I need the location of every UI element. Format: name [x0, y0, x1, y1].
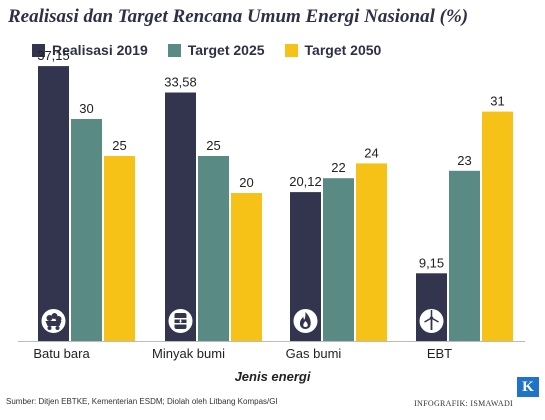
data-label: 9,15	[419, 255, 444, 270]
legend-item-target-2050: Target 2050	[284, 42, 382, 58]
legend-swatch	[32, 43, 45, 57]
category-label: Minyak bumi	[152, 346, 225, 361]
kompas-logo: K	[517, 377, 539, 397]
x-axis-label: Jenis energi	[234, 369, 311, 384]
bar-ebt-series-1	[449, 170, 480, 341]
legend-item-realisasi-2019: Realisasi 2019	[32, 42, 148, 58]
legend-swatch	[284, 43, 298, 57]
gas-flame-icon	[299, 312, 311, 329]
data-label: 23	[457, 153, 471, 168]
data-label: 20,12	[289, 174, 322, 189]
bar-batu-bara-series-1	[71, 119, 102, 341]
category-label: EBT	[427, 346, 452, 361]
data-label: 24	[364, 145, 378, 160]
bar-minyak-bumi-series-1	[198, 156, 229, 341]
legend-label: Realisasi 2019	[52, 42, 148, 58]
data-label: 25	[112, 138, 126, 153]
category-label: Batu bara	[33, 346, 90, 361]
legend-swatch	[167, 43, 181, 57]
chart-title: Realisasi dan Target Rencana Umum Energi…	[8, 6, 469, 27]
bar-gas-bumi-series-1	[323, 178, 354, 341]
legend-label: Target 2050	[304, 42, 382, 58]
legend-label: Target 2025	[187, 42, 265, 58]
bar-batu-bara-series-2	[104, 156, 135, 341]
data-label: 31	[490, 94, 504, 109]
bar-minyak-bumi-series-2	[231, 193, 262, 341]
bar-minyak-bumi-series-0	[165, 92, 196, 342]
data-label: 25	[206, 138, 220, 153]
oil-barrel-icon	[174, 313, 187, 329]
wind-turbine-icon	[424, 310, 439, 330]
data-label: 22	[331, 160, 345, 175]
legend-item-target-2025: Target 2025	[167, 42, 265, 58]
category-label: Gas bumi	[286, 346, 342, 361]
bar-gas-bumi-series-2	[356, 163, 387, 341]
data-label: 33,58	[164, 75, 197, 90]
bar-batu-bara-series-0	[38, 66, 69, 341]
data-label: 20	[239, 175, 253, 190]
bar-ebt-series-2	[482, 111, 513, 341]
source-note: Sumber: Ditjen EBTKE, Kementerian ESDM; …	[6, 397, 278, 406]
coal-cart-icon	[45, 313, 62, 330]
infographic-credit: INFOGRAFIK: ISMAWADI	[414, 399, 513, 408]
legend: Realisasi 2019 Target 2025 Target 2050	[32, 42, 381, 58]
data-label: 30	[79, 101, 93, 116]
data-label: 37,15	[37, 48, 70, 63]
